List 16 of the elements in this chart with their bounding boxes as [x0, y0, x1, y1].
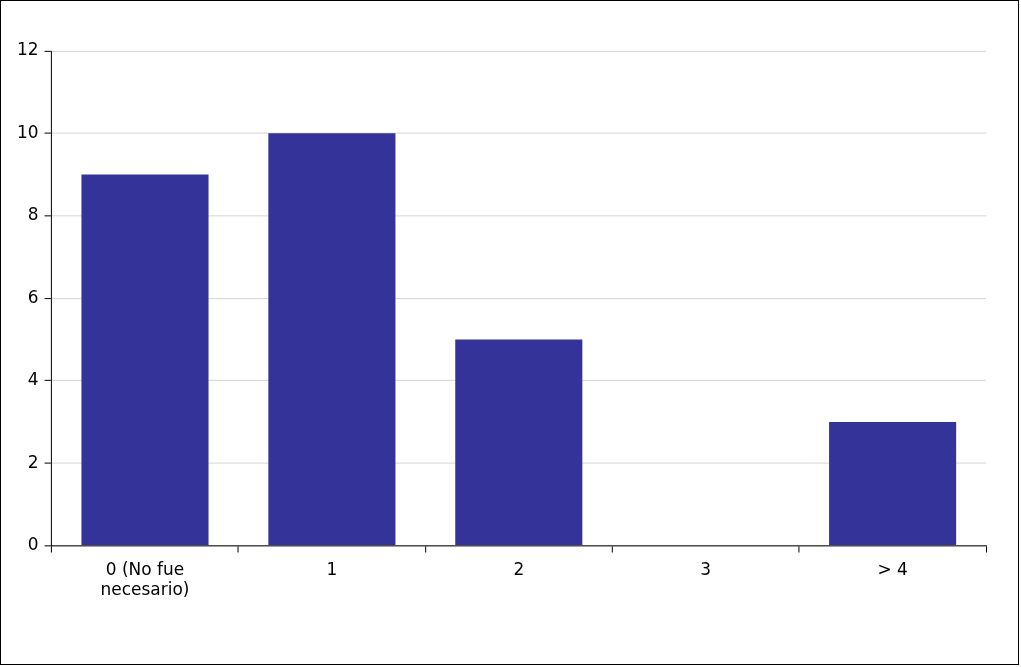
y-tick-label: 12: [16, 39, 39, 60]
bar: [455, 339, 583, 546]
y-tick-label: 4: [27, 369, 39, 390]
x-tick-label: 2: [513, 559, 525, 580]
bar: [268, 133, 396, 546]
bar: [829, 421, 957, 546]
y-tick-label: 0: [27, 533, 39, 554]
x-tick-label: 1: [326, 559, 338, 580]
y-tick-label: 2: [27, 451, 39, 472]
x-tick-label: 0 (No fue necesario): [100, 559, 190, 600]
x-tick-label: > 4: [877, 559, 908, 580]
y-tick-label: 8: [27, 204, 39, 225]
y-tick-label: 6: [27, 286, 39, 307]
bar: [81, 174, 209, 546]
y-tick-label: 10: [16, 121, 39, 142]
x-tick-label: 3: [700, 559, 712, 580]
